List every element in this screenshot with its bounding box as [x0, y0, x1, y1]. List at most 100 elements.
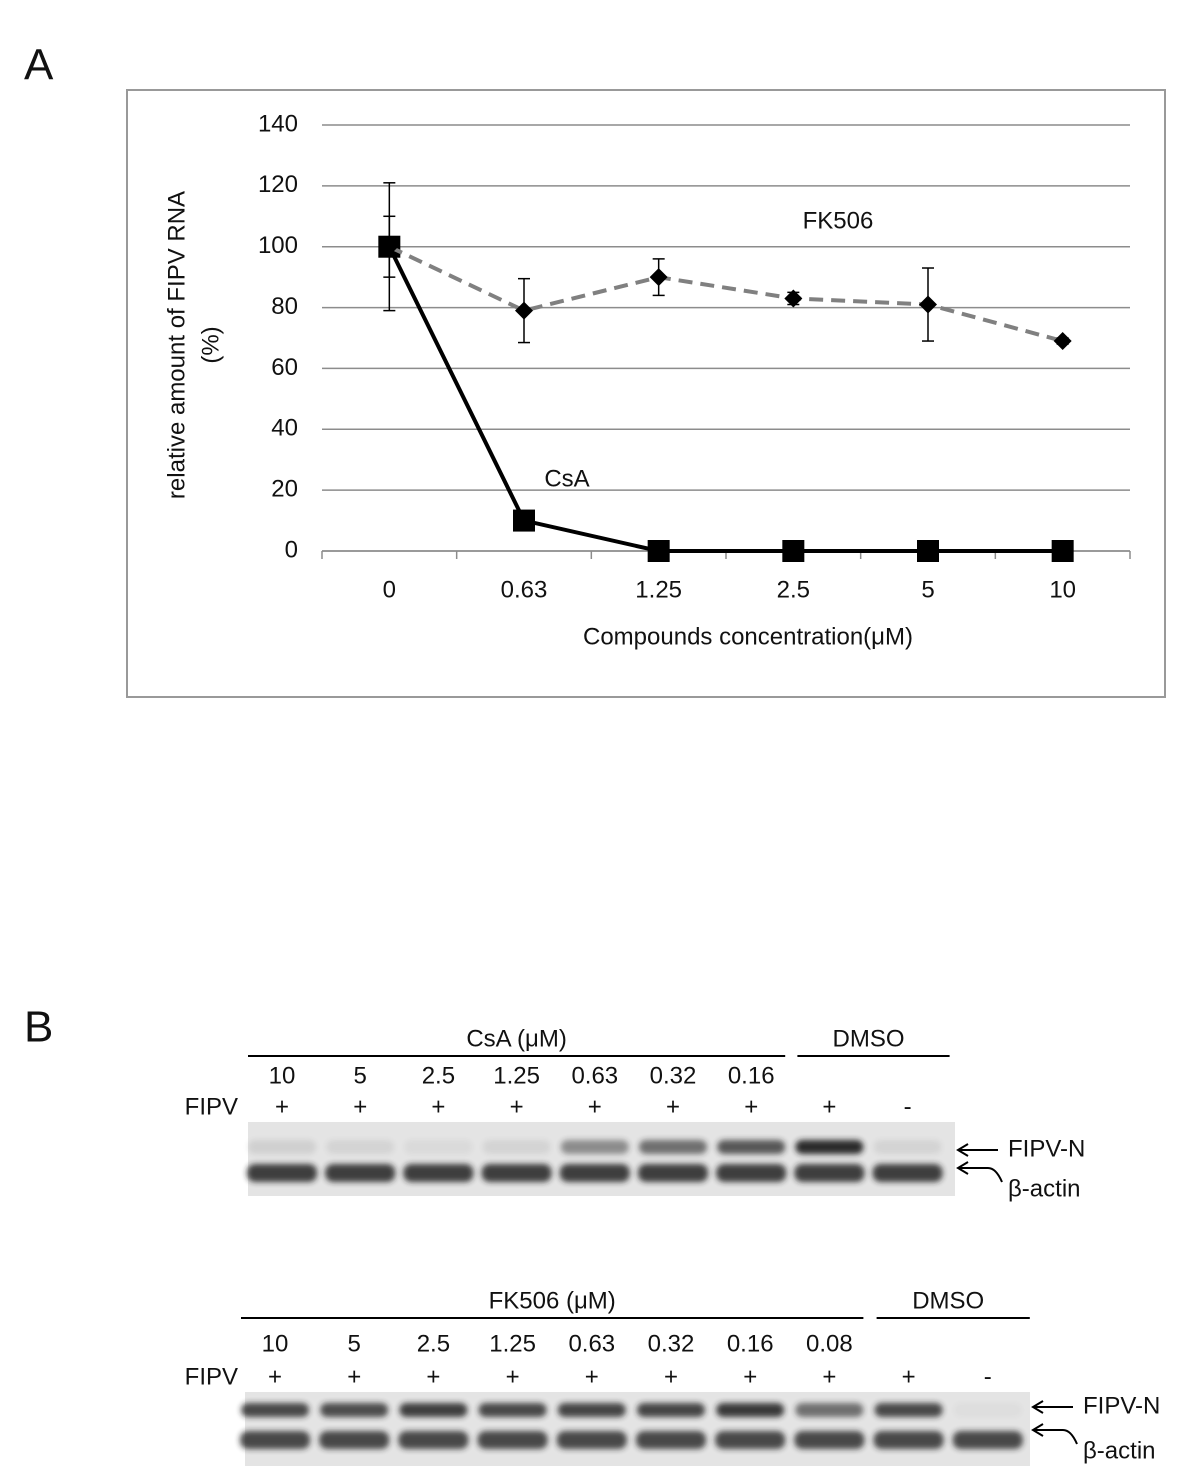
- sign-label: +: [664, 1363, 678, 1390]
- concentration-label: 2.5: [422, 1062, 455, 1089]
- concentration-label: 5: [354, 1062, 367, 1089]
- band: [873, 1431, 944, 1449]
- marker: [1051, 540, 1074, 562]
- sign-label: +: [902, 1363, 916, 1390]
- row-label: FIPV: [185, 1093, 238, 1120]
- arrow: [956, 1161, 1003, 1183]
- band: [398, 1431, 469, 1449]
- band: [560, 1140, 629, 1154]
- series-line: [387, 245, 1063, 553]
- band: [557, 1403, 626, 1417]
- concentration-label: 1.25: [493, 1062, 540, 1089]
- y-axis-label: relative amount of FIPV RNA (%): [163, 191, 224, 499]
- marker: [784, 289, 803, 308]
- y-axis-label-line: relative amount of FIPV RNA: [163, 191, 190, 499]
- concentration-label: 0.63: [571, 1062, 618, 1089]
- sign-label: +: [353, 1093, 367, 1120]
- band: [637, 1403, 705, 1417]
- band: [872, 1164, 943, 1182]
- concentration-label: 1.25: [489, 1330, 536, 1357]
- sign-label: +: [585, 1363, 599, 1390]
- y-tick-label: 0: [285, 536, 298, 563]
- concentration-label: 0.63: [568, 1330, 615, 1357]
- band-label: FIPV-N: [1008, 1135, 1085, 1162]
- band: [795, 1403, 864, 1417]
- sign-label: -: [984, 1363, 992, 1390]
- x-tick-label: 5: [921, 576, 934, 603]
- band: [325, 1164, 396, 1182]
- band: [403, 1164, 474, 1182]
- band-label: β-actin: [1083, 1437, 1156, 1464]
- y-tick-label: 120: [258, 171, 298, 198]
- sign-label: +: [822, 1363, 836, 1390]
- sign-label: +: [744, 1093, 758, 1120]
- control-label: DMSO: [912, 1287, 984, 1314]
- group-label: FK506 (μM): [489, 1287, 616, 1314]
- marker: [917, 540, 939, 562]
- marker: [515, 301, 533, 320]
- sign-label: +: [822, 1093, 836, 1120]
- panel-label: A: [24, 41, 54, 90]
- band: [240, 1431, 310, 1449]
- band: [874, 1403, 943, 1417]
- x-tick-label: 0: [383, 576, 396, 603]
- band: [556, 1431, 627, 1449]
- band: [639, 1140, 707, 1154]
- arrow: [1031, 1423, 1078, 1445]
- x-tick-label: 2.5: [777, 576, 810, 603]
- x-tick-label: 0.63: [501, 576, 548, 603]
- group-label: CsA (μM): [466, 1025, 567, 1052]
- band: [404, 1140, 473, 1154]
- x-tick-label: 10: [1049, 576, 1076, 603]
- band-label: β-actin: [1008, 1175, 1081, 1202]
- concentration-label: 0.08: [806, 1330, 853, 1357]
- band: [716, 1164, 787, 1182]
- band: [326, 1140, 395, 1154]
- band: [241, 1403, 309, 1417]
- band: [717, 1140, 786, 1154]
- concentration-label: 10: [262, 1330, 289, 1357]
- band: [952, 1431, 1023, 1449]
- band-label: FIPV-N: [1083, 1392, 1160, 1419]
- y-tick-label: 100: [258, 232, 298, 259]
- sign-label: +: [588, 1093, 602, 1120]
- sign-label: +: [510, 1093, 524, 1120]
- sign-label: +: [275, 1093, 289, 1120]
- concentration-label: 0.32: [648, 1330, 695, 1357]
- marker: [513, 509, 535, 532]
- y-axis-label-line: (%): [197, 326, 224, 363]
- sign-label: +: [347, 1363, 361, 1390]
- y-tick-label: 140: [258, 110, 298, 137]
- concentration-label: 0.16: [728, 1062, 775, 1089]
- series-annotation: FK506: [803, 207, 874, 234]
- band: [320, 1403, 389, 1417]
- sign-label: +: [268, 1363, 282, 1390]
- band: [873, 1140, 942, 1154]
- sign-label: +: [666, 1093, 680, 1120]
- band: [559, 1164, 630, 1182]
- chart-frame: [126, 89, 1166, 698]
- band: [247, 1164, 317, 1182]
- control-label: DMSO: [833, 1025, 905, 1052]
- sign-label: +: [506, 1363, 520, 1390]
- band: [477, 1431, 548, 1449]
- sign-label: +: [426, 1363, 440, 1390]
- sign-label: -: [904, 1093, 912, 1120]
- x-axis-label: Compounds concentration(μM): [583, 623, 913, 650]
- arrow: [956, 1143, 998, 1157]
- band: [794, 1164, 865, 1182]
- marker: [649, 268, 668, 287]
- marker: [380, 237, 399, 256]
- y-tick-label: 40: [271, 415, 298, 442]
- panel-label: B: [24, 1003, 53, 1052]
- band: [481, 1164, 552, 1182]
- series-annotation: CsA: [544, 465, 589, 492]
- y-tick-label: 60: [271, 354, 298, 381]
- row-label: FIPV: [185, 1363, 238, 1390]
- band: [248, 1140, 316, 1154]
- band: [715, 1431, 786, 1449]
- arrow: [1031, 1400, 1073, 1414]
- band: [954, 1403, 1022, 1417]
- sign-label: +: [431, 1093, 445, 1120]
